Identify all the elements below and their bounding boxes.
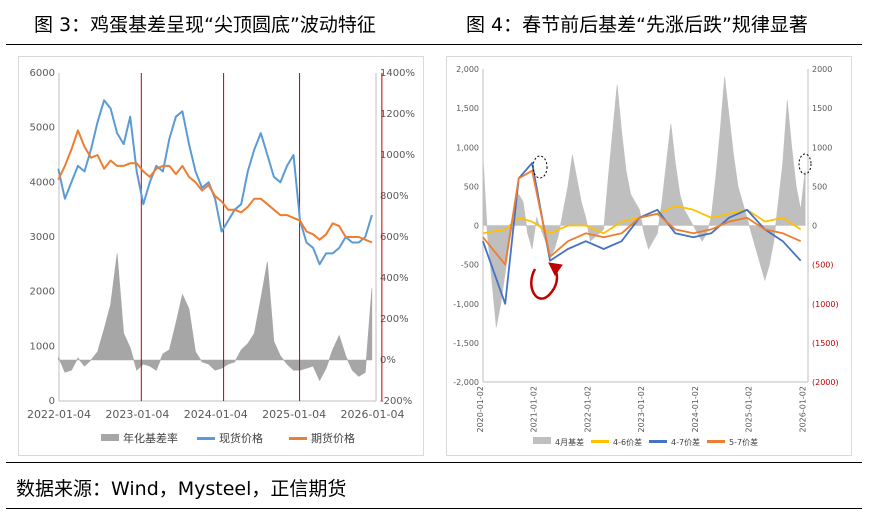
y-right-tick-label: 600% [380,232,409,243]
legend-label: 期货价格 [311,431,355,445]
bottom-rule [6,508,862,509]
y-right-tick-label: 500 [812,182,827,191]
y-right-tick-label: 0% [380,355,396,366]
x-tick-label: 2023-01-02 [637,386,646,433]
y-left-tick-label: 3000 [30,232,55,243]
series-line-0 [57,99,373,266]
legend-label: 4月基差 [555,437,584,447]
y-left-tick-label: -1,000 [453,300,479,309]
y-left-tick-label: 2000 [30,287,55,298]
y-right-tick-label: 1200% [380,109,415,120]
series-area-0 [58,253,373,382]
y-left-tick-label: 6000 [30,68,55,79]
y-right-tick-label: 0 [812,222,817,231]
y-right-tick-label: (1000) [812,300,839,309]
chart-right: -2,000 -1,500 -1,000 -500 0 500 1,000 1,500 2,00… [453,65,839,447]
y-left-tick-label: 1,500 [456,104,479,113]
y-right-tick-label: -200% [380,396,412,407]
x-tick-label: 2026-01-02 [798,386,807,433]
legend-swatch [101,434,119,441]
y-right-tick-label: 800% [380,191,409,202]
legend-swatch [289,437,307,440]
legend-label: 4-7价差 [671,437,700,447]
top-rule [6,44,862,45]
y-left-tick-label: -1,500 [453,339,479,348]
y-left-tick-label: 0 [474,222,479,231]
figure-3-title: 图 3：鸡蛋基差呈现“尖顶圆底”波动特征 [34,14,376,36]
chart-left: 0 1000 2000 3000 4000 5000 6000 -200% 0% 200% 400%… [27,68,415,445]
annotation-red-arrow-head [548,262,563,276]
x-tick-label: 2022-01-04 [27,408,91,421]
y-left-tick-label: 0 [49,396,55,407]
annotation-red-arrow [530,268,559,300]
chart-panel-left: 0 1000 2000 3000 4000 5000 6000 -200% 0% 200% 400%… [18,56,424,456]
x-tick-label: 2025-01-04 [262,408,326,421]
legend-label: 年化基差率 [123,431,178,445]
y-right-tick-label: (500) [812,261,834,270]
chart-panel-right: -2,000 -1,500 -1,000 -500 0 500 1,000 1,500 2,00… [446,56,852,456]
legend-swatch [197,437,215,440]
x-tick-label: 2020-01-02 [476,386,485,433]
annotation-dashed-circle [532,155,548,179]
x-tick-label: 2024-01-02 [691,386,700,433]
x-tick-label: 2021-01-02 [530,386,539,433]
y-right-tick-label: 2000 [812,65,832,74]
x-tick-label: 2022-01-02 [583,386,592,433]
legend-label: 5-7价差 [729,437,758,447]
y-left-tick-label: 2,000 [456,65,479,74]
y-right-tick-label: 1500 [812,104,832,113]
y-right-tick-label: (2000) [812,378,839,387]
annotation-dashed-circle [798,153,812,175]
x-tick-label: 2026-01-04 [341,408,405,421]
y-left-tick-label: -2,000 [453,378,479,387]
y-right-tick-label: 1000% [380,150,415,161]
y-right-tick-label: 200% [380,314,409,325]
x-tick-label: 2024-01-04 [184,408,248,421]
figure-4-title: 图 4：春节前后基差“先涨后跌”规律显著 [466,14,808,36]
y-right-tick-label: (1500) [812,339,839,348]
legend-label: 4-6价差 [613,437,642,447]
y-right-tick-label: 1400% [380,68,415,79]
legend-swatch [533,437,551,444]
series-line-2 [482,169,802,266]
x-tick-label: 2025-01-02 [745,386,754,433]
y-left-tick-label: 500 [464,182,479,191]
legend-label: 现货价格 [219,431,263,445]
y-left-tick-label: 1000 [30,341,55,352]
x-tick-label: 2023-01-04 [105,408,169,421]
legend-swatch [591,440,609,443]
y-left-tick-label: 1,000 [456,143,479,152]
y-left-tick-label: 4000 [30,177,55,188]
middle-rule [6,462,862,463]
legend-swatch [707,440,725,443]
y-right-tick-label: 1000 [812,143,832,152]
y-left-tick-label: 5000 [30,123,55,134]
y-right-tick-label: 400% [380,273,409,284]
y-left-tick-label: -500 [461,261,479,270]
legend-swatch [649,440,667,443]
series-area-0 [482,76,806,328]
series-line-1 [57,129,373,244]
source-note: 数据来源：Wind，Mysteel，正信期货 [16,478,347,500]
